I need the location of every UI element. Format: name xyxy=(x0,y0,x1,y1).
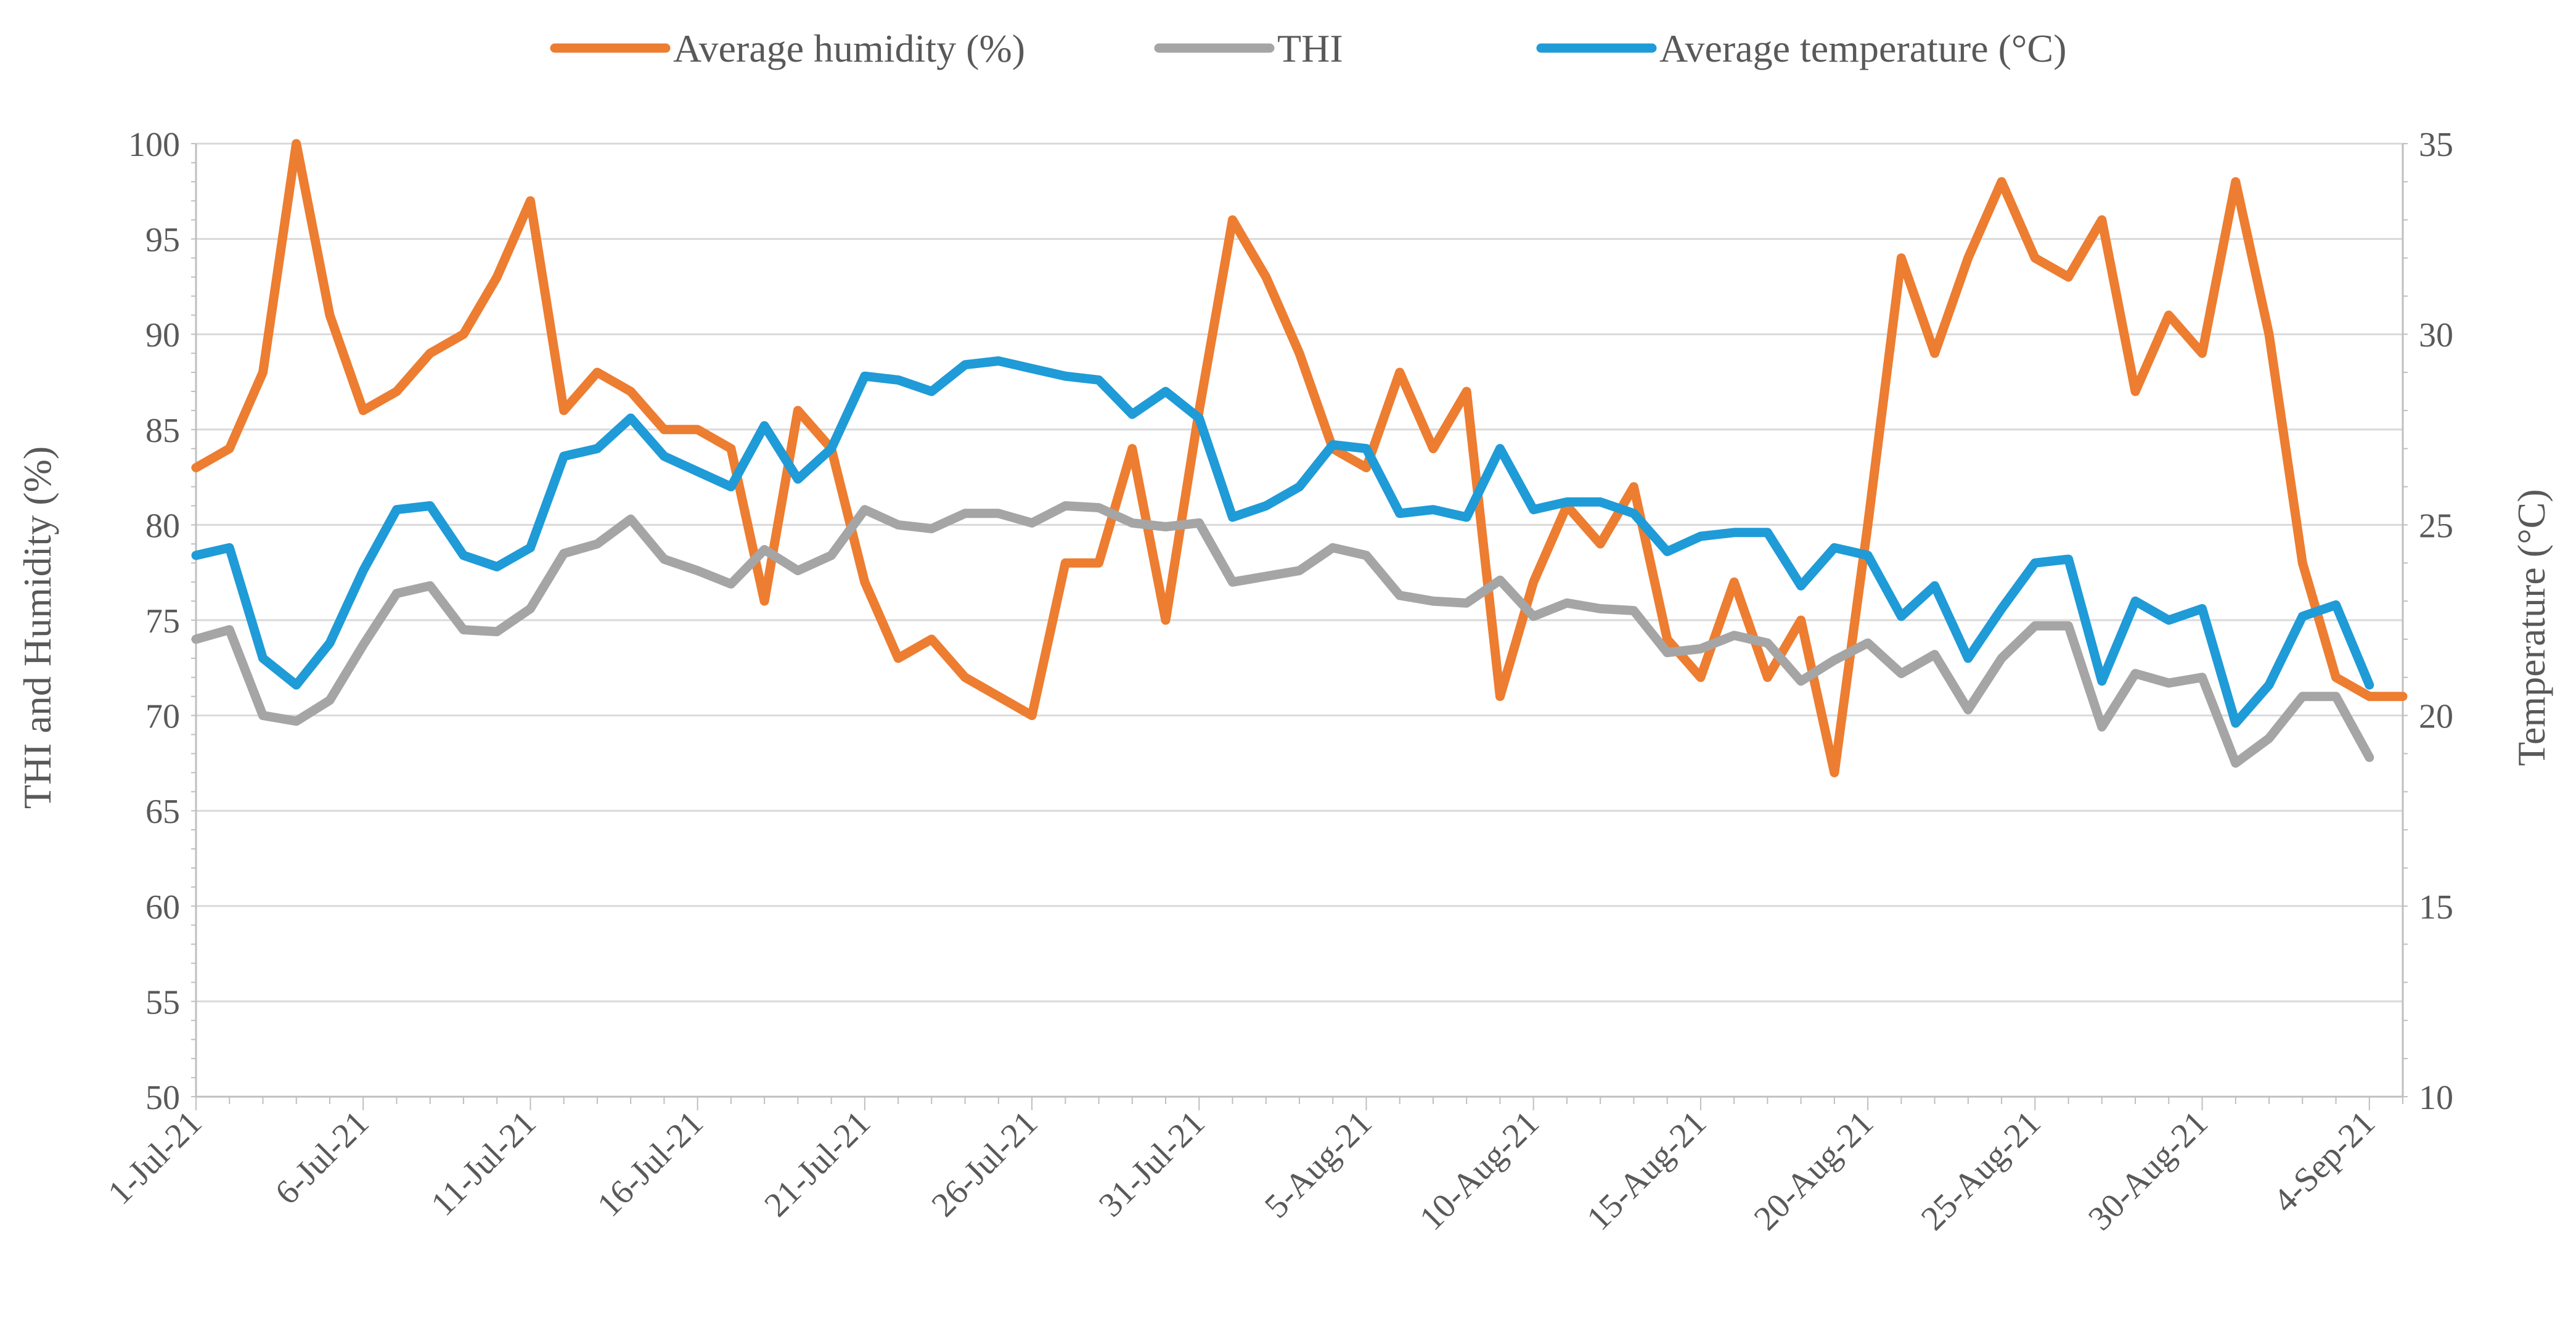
y-right-tick-label: 25 xyxy=(2419,507,2453,545)
y-right-tick-label: 30 xyxy=(2419,316,2453,354)
legend: Average humidity (%) THI Average temperatu… xyxy=(550,27,2067,70)
x-tick-label: 21-Jul-21 xyxy=(757,1103,878,1224)
x-tick-label: 1-Jul-21 xyxy=(100,1103,209,1212)
series-line-thi xyxy=(191,501,2374,768)
y-right-tick-label: 10 xyxy=(2419,1079,2453,1117)
x-tick-label: 30-Aug-21 xyxy=(2081,1103,2215,1238)
x-tick-label: 20-Aug-21 xyxy=(1747,1103,1881,1238)
y-left-tick-label: 85 xyxy=(145,412,180,450)
x-tick-label: 5-Aug-21 xyxy=(1257,1103,1380,1226)
x-tick-label: 31-Jul-21 xyxy=(1092,1103,1212,1224)
y-left-tick-label: 95 xyxy=(145,221,180,260)
y-axis-right-title: Temperature (°C) xyxy=(2509,489,2553,766)
x-tick-label: 4-Sep-21 xyxy=(2266,1103,2382,1220)
legend-label-thi: THI xyxy=(1277,27,1343,70)
x-tick-label: 10-Aug-21 xyxy=(1412,1103,1547,1238)
y-left-tick-label: 50 xyxy=(145,1079,180,1117)
y-right-tick-label: 20 xyxy=(2419,698,2453,736)
y-left-tick-label: 75 xyxy=(145,602,180,641)
y-left-tick-label: 55 xyxy=(145,983,180,1021)
x-tick-label: 15-Aug-21 xyxy=(1579,1103,1714,1238)
gridlines xyxy=(196,142,2403,1002)
x-tick-label: 25-Aug-21 xyxy=(1914,1103,2048,1238)
series-line-average-temperature-c xyxy=(191,356,2374,728)
x-tick-label: 11-Jul-21 xyxy=(423,1103,543,1223)
y-left-tick-label: 60 xyxy=(145,888,180,927)
y-axis-left-title: THI and Humidity (%) xyxy=(15,446,59,809)
y-right-tick-label: 35 xyxy=(2419,126,2453,164)
y-right-tick-label: 15 xyxy=(2419,888,2453,927)
x-tick-label: 6-Jul-21 xyxy=(268,1103,377,1212)
y-left-tick-label: 80 xyxy=(145,507,180,545)
x-tick-label: 16-Jul-21 xyxy=(590,1103,711,1224)
series-lines xyxy=(191,139,2408,777)
y-left-tick-label: 100 xyxy=(128,126,180,164)
legend-label-average-temperature-c: Average temperature (°C) xyxy=(1659,27,2067,70)
y-left-tick-label: 65 xyxy=(145,793,180,831)
series-line-average-humidity xyxy=(191,139,2408,777)
y-left-tick-label: 70 xyxy=(145,698,180,736)
x-tick-label: 26-Jul-21 xyxy=(925,1103,1045,1224)
legend-label-average-humidity: Average humidity (%) xyxy=(673,27,1025,70)
y-left-tick-label: 90 xyxy=(145,316,180,354)
